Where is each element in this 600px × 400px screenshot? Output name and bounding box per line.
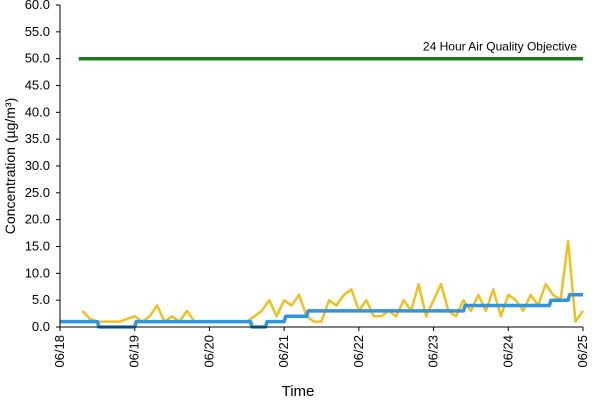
y-tick-label: 20.0 bbox=[25, 212, 50, 227]
y-tick-label: 45.0 bbox=[25, 78, 50, 93]
x-tick-label: 06/20 bbox=[201, 335, 216, 368]
y-tick-label: 30.0 bbox=[25, 158, 50, 173]
x-axis-title: Time bbox=[282, 383, 315, 400]
x-tick-label: 06/25 bbox=[575, 335, 590, 368]
y-tick-label: 40.0 bbox=[25, 104, 50, 119]
x-tick-label: 06/21 bbox=[276, 335, 291, 368]
y-tick-label: 60.0 bbox=[25, 0, 50, 12]
y-tick-label: 25.0 bbox=[25, 185, 50, 200]
y-tick-label: 0.0 bbox=[32, 319, 50, 334]
y-tick-label: 35.0 bbox=[25, 131, 50, 146]
y-tick-label: 50.0 bbox=[25, 51, 50, 66]
x-tick-label: 06/23 bbox=[426, 335, 441, 368]
x-tick-label: 06/22 bbox=[351, 335, 366, 368]
y-tick-label: 15.0 bbox=[25, 239, 50, 254]
y-tick-label: 55.0 bbox=[25, 24, 50, 39]
x-tick-label: 06/18 bbox=[52, 335, 67, 368]
y-tick-label: 10.0 bbox=[25, 265, 50, 280]
y-tick-label: 5.0 bbox=[32, 292, 50, 307]
x-tick-label: 06/24 bbox=[500, 335, 515, 368]
x-tick-label: 06/19 bbox=[127, 335, 142, 368]
y-axis-title: Concentration (µg/m³) bbox=[2, 98, 18, 234]
annotation: 24 Hour Air Quality Objective bbox=[423, 40, 577, 54]
series-line bbox=[60, 293, 583, 329]
